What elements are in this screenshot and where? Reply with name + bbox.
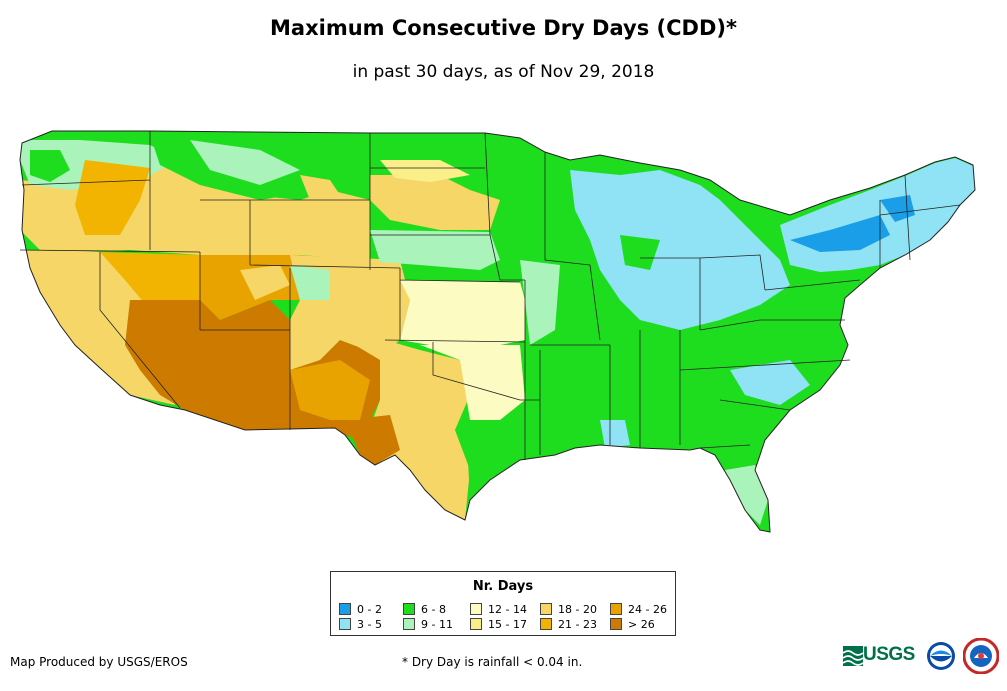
- usgs-wordmark: USGS: [863, 644, 915, 665]
- zone-6-8-wa-coast: [30, 150, 70, 182]
- legend-item: 12 - 14: [470, 603, 527, 616]
- nws-logo: [963, 638, 999, 674]
- legend-swatch: [540, 603, 552, 615]
- zone-9-11-missouri-west: [520, 260, 560, 345]
- zone-24-26-new-mexico: [290, 360, 370, 420]
- legend-swatch: [610, 618, 622, 630]
- legend-swatch: [403, 603, 415, 615]
- legend-item: 21 - 23: [540, 618, 597, 631]
- zone-over-26-west-texas: [345, 415, 400, 465]
- legend-label: 24 - 26: [628, 603, 667, 616]
- legend-item: 0 - 2: [339, 603, 382, 616]
- state-borders: [19, 130, 976, 533]
- legend-title: Nr. Days: [472, 579, 534, 594]
- zone-18-20-montana: [300, 175, 340, 200]
- legend-item: 3 - 5: [339, 618, 382, 631]
- zone-9-11-nebraska: [370, 230, 500, 270]
- cdd-map: [19, 130, 976, 533]
- legend-item: 6 - 8: [403, 603, 446, 616]
- zone-18-20-utah: [240, 265, 290, 300]
- cdd-raster: [20, 131, 975, 532]
- zone-12-14-kansas: [400, 280, 525, 345]
- usgs-logo: USGS: [843, 643, 919, 669]
- legend-item: 18 - 20: [540, 603, 597, 616]
- legend-label: 0 - 2: [357, 603, 382, 616]
- zone-12-14-oklahoma: [420, 345, 525, 420]
- zone-0-2-new-york: [790, 215, 890, 252]
- dry-day-footnote: * Dry Day is rainfall < 0.04 in.: [402, 655, 583, 669]
- legend-swatch: [470, 603, 482, 615]
- zone-15-17-north-dakota: [380, 160, 470, 182]
- legend-label: 3 - 5: [357, 618, 382, 631]
- legend-label: 6 - 8: [421, 603, 446, 616]
- legend-label: 18 - 20: [558, 603, 597, 616]
- legend-swatch: [610, 603, 622, 615]
- zone-3-5-northeast: [780, 158, 975, 272]
- zone-9-11-colorado: [290, 265, 330, 300]
- zone-18-20-texas: [330, 330, 470, 520]
- noaa-logo: [927, 642, 955, 670]
- legend-swatch: [540, 618, 552, 630]
- zone-18-20-dakotas: [370, 175, 500, 230]
- map-title: Maximum Consecutive Dry Days (CDD)*: [270, 16, 737, 40]
- zone-3-5-great-lakes: [570, 170, 790, 330]
- legend-item: > 26: [610, 618, 655, 631]
- legend-label: 12 - 14: [488, 603, 527, 616]
- producer-credit: Map Produced by USGS/EROS: [10, 655, 188, 669]
- legend-label: 15 - 17: [488, 618, 527, 631]
- legend-label: 9 - 11: [421, 618, 453, 631]
- legend: Nr. Days 0 - 2 3 - 5 6 - 8 9 - 11 12 - 14 15 …: [330, 571, 676, 636]
- zone-6-8-lake-michigan: [620, 235, 660, 270]
- usgs-wave-icon: [843, 646, 863, 666]
- zone-3-5-carolinas: [730, 360, 810, 405]
- legend-item: 9 - 11: [403, 618, 453, 631]
- zone-21-23-oregon: [75, 160, 150, 235]
- legend-swatch: [339, 603, 351, 615]
- zone-3-5-alabama: [600, 420, 630, 448]
- legend-label: > 26: [628, 618, 655, 631]
- legend-item: 24 - 26: [610, 603, 667, 616]
- map-subtitle: in past 30 days, as of Nov 29, 2018: [352, 62, 655, 82]
- zone-6-8-east-texas: [460, 420, 525, 500]
- zone-9-11-montana: [190, 140, 300, 185]
- legend-item: 15 - 17: [470, 618, 527, 631]
- legend-swatch: [403, 618, 415, 630]
- legend-label: 21 - 23: [558, 618, 597, 631]
- legend-swatch: [470, 618, 482, 630]
- legend-swatch: [339, 618, 351, 630]
- zone-9-11-florida: [725, 465, 768, 525]
